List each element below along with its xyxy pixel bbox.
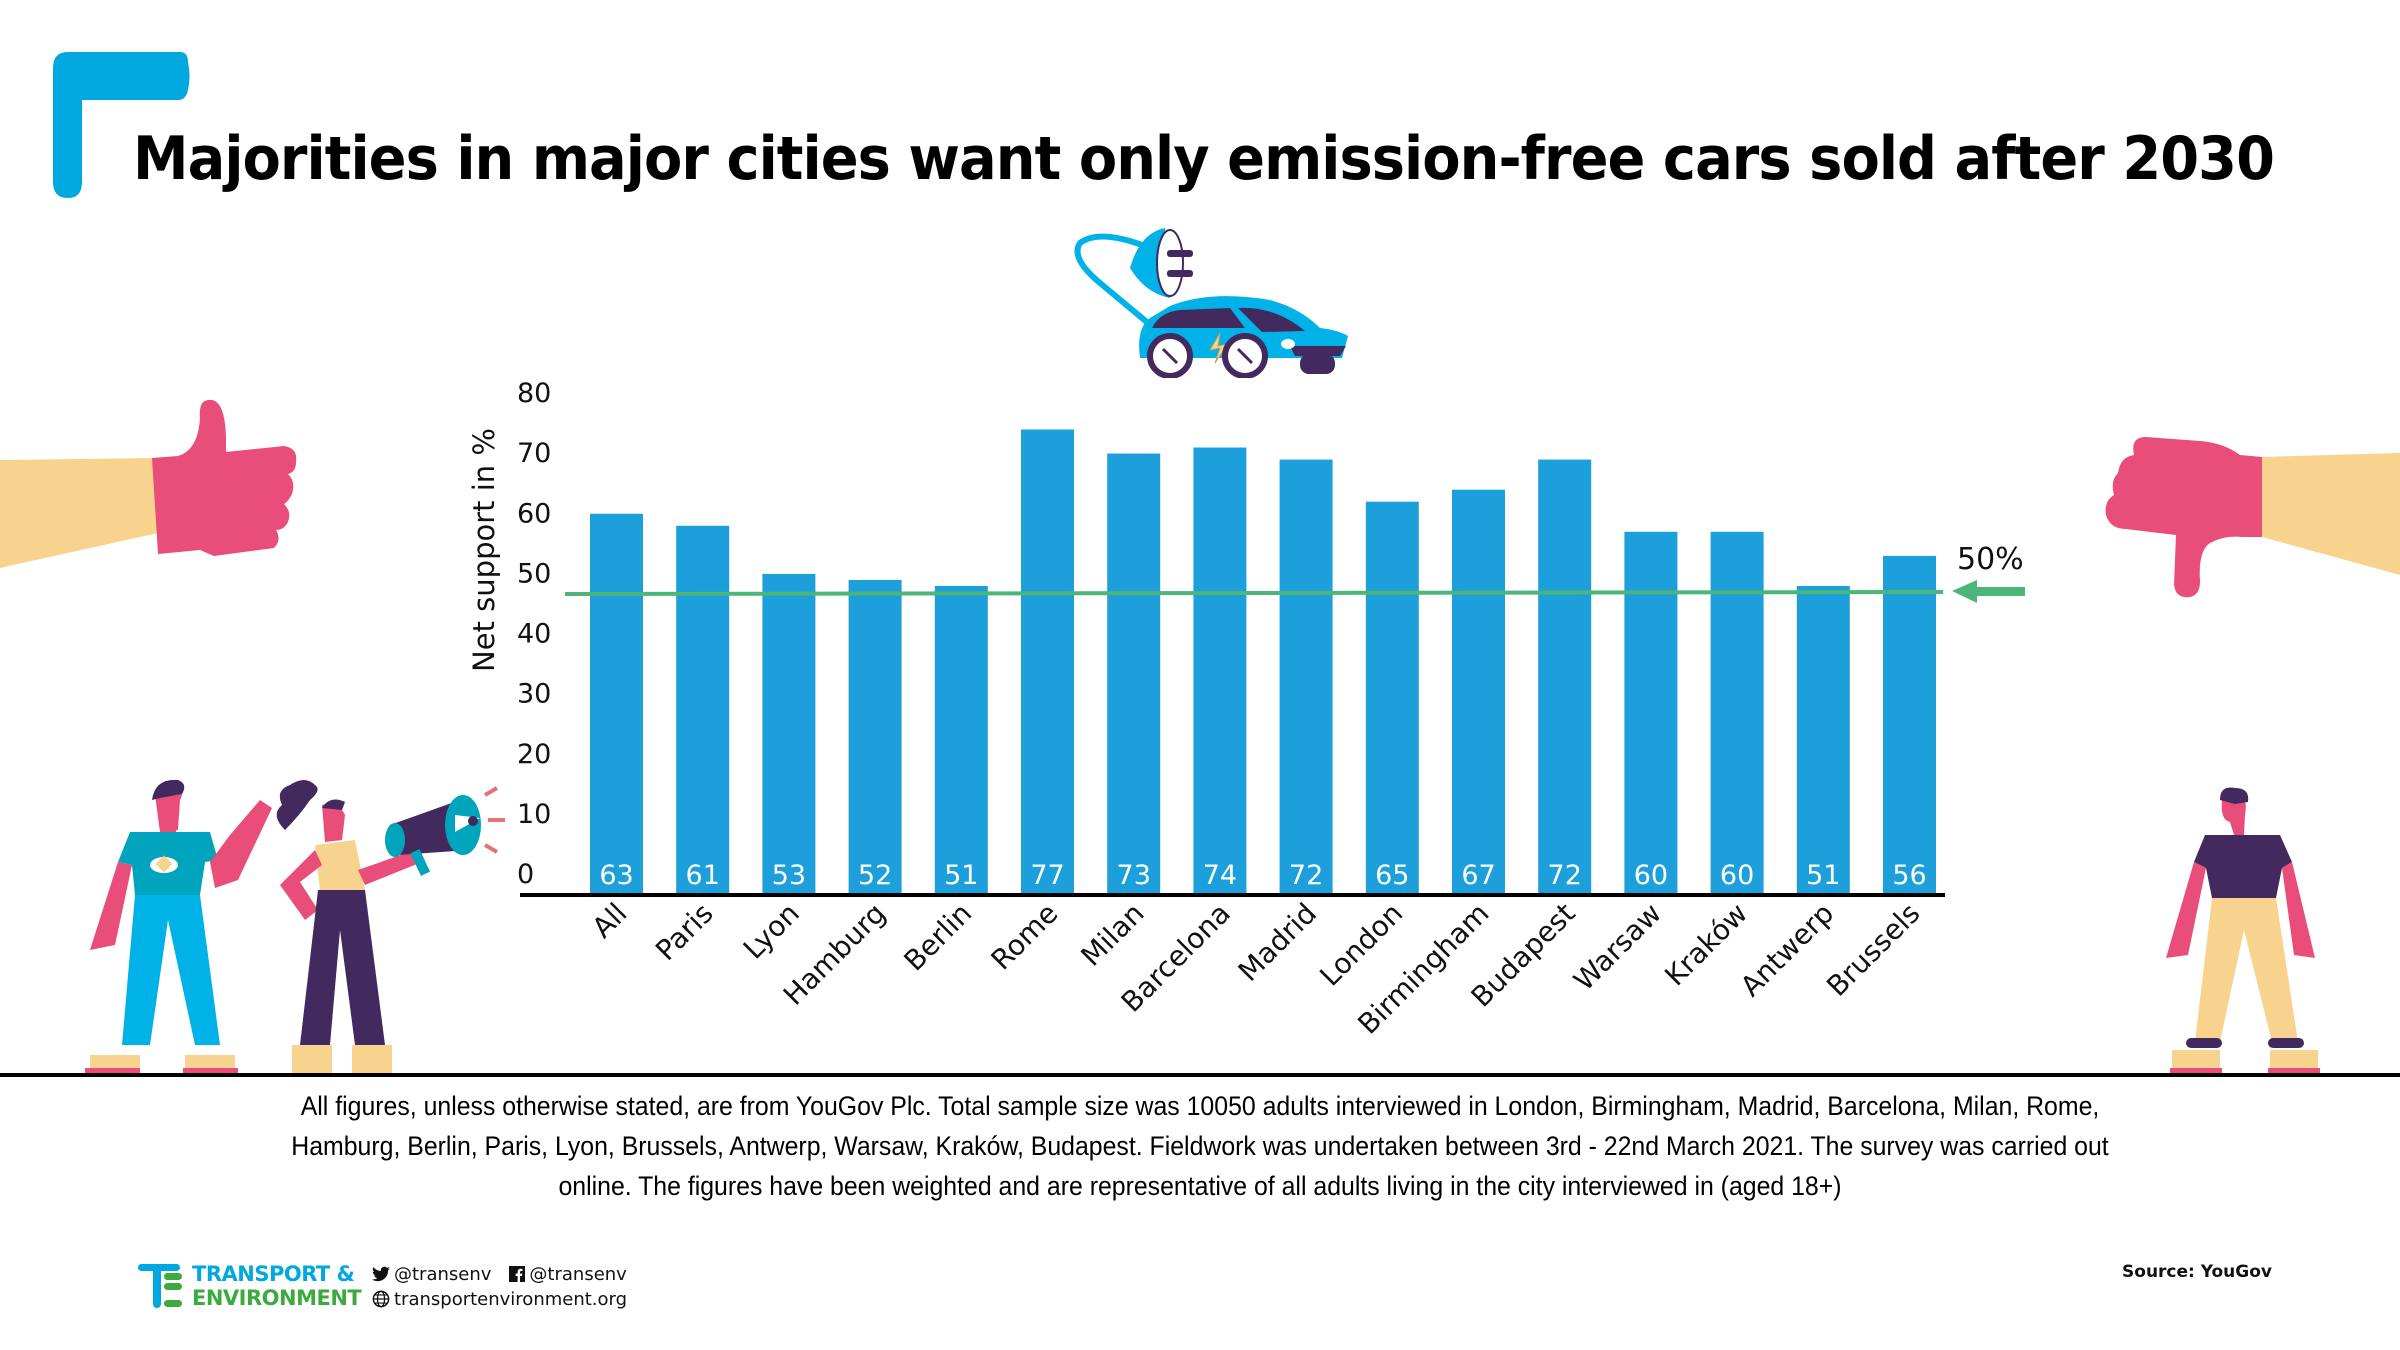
x-category-label: Milan	[1075, 897, 1151, 973]
bar-budapest	[1538, 459, 1592, 893]
electric-car-icon	[1074, 228, 1348, 378]
bar-value-label: 63	[599, 860, 633, 891]
bar-value-label: 56	[1892, 860, 1926, 891]
y-tick-label: 0	[517, 859, 534, 890]
x-category-label: Lyon	[737, 897, 806, 966]
twitter-handle[interactable]: @transenv	[394, 1263, 492, 1285]
bar-value-label: 51	[1806, 860, 1840, 891]
bar-antwerp	[1796, 585, 1850, 893]
y-tick-label: 50	[517, 558, 551, 589]
bar-hamburg	[848, 579, 902, 893]
bar-brussels	[1883, 555, 1936, 893]
footnote: All figures, unless otherwise stated, ar…	[234, 1086, 2166, 1206]
bar-value-label: 77	[1030, 860, 1064, 891]
bar-paris	[676, 525, 730, 893]
bar-value-label: 74	[1203, 860, 1237, 891]
standing-person-illustration	[2166, 787, 2320, 1076]
bar-madrid	[1279, 459, 1333, 893]
bar-value-label: 67	[1461, 860, 1495, 891]
y-axis-label: Net support in %	[467, 428, 501, 672]
bar-milan	[1107, 453, 1161, 893]
bar-value-label: 61	[686, 860, 720, 891]
bar-value-label: 53	[772, 860, 806, 891]
te-logo-icon	[138, 1264, 182, 1308]
y-tick-label: 70	[517, 438, 551, 469]
x-category-label: All	[586, 897, 634, 945]
x-category-label: Brussels	[1820, 897, 1926, 1003]
twitter-icon	[372, 1266, 390, 1282]
footnote-line: online. The figures have been weighted a…	[558, 1171, 1842, 1201]
footnote-line: All figures, unless otherwise stated, ar…	[300, 1091, 2100, 1121]
source-note: Source: YouGov	[2122, 1262, 2272, 1282]
facebook-handle[interactable]: @transenv	[529, 1263, 627, 1285]
y-tick-label: 30	[517, 679, 551, 710]
bar-lyon	[762, 573, 816, 893]
y-tick-label: 60	[517, 498, 551, 529]
bar-value-label: 51	[944, 860, 978, 891]
thumbs-down-icon	[2105, 437, 2400, 598]
bar-value-label: 72	[1548, 860, 1582, 891]
facebook-icon	[509, 1266, 526, 1282]
reference-line-50	[564, 590, 1944, 596]
bar-value-label: 52	[858, 860, 892, 891]
bar-kraków	[1710, 531, 1764, 893]
reference-line-label: 50%	[1957, 542, 2024, 577]
y-tick-label: 20	[517, 739, 551, 770]
bar-value-label: 72	[1289, 860, 1323, 891]
page-title: Majorities in major cities want only emi…	[133, 124, 2275, 194]
bar-value-label: 65	[1375, 860, 1409, 891]
brand-name-line2: ENVIRONMENT	[192, 1286, 362, 1310]
globe-icon	[372, 1290, 390, 1308]
x-category-label: Rome	[985, 897, 1065, 977]
bar-value-label: 60	[1634, 860, 1668, 891]
bar-all	[590, 513, 643, 893]
bar-birmingham	[1452, 489, 1505, 893]
brand-logo: TRANSPORT & ENVIRONMENT	[138, 1262, 362, 1310]
reference-arrow-icon	[1952, 580, 2025, 603]
bar-london	[1365, 501, 1419, 893]
social-links: @transenv @transenv transportenvironment…	[372, 1262, 627, 1312]
footnote-line: Hamburg, Berlin, Paris, Lyon, Brussels, …	[291, 1131, 2109, 1161]
bar-value-label: 60	[1720, 860, 1754, 891]
ground-divider	[0, 1073, 2400, 1077]
bar-rome	[1021, 429, 1074, 893]
bar-barcelona	[1193, 447, 1247, 893]
brand-name-line1: TRANSPORT &	[192, 1262, 355, 1286]
x-category-label: Antwerp	[1734, 897, 1840, 1003]
x-category-label: Warsaw	[1567, 897, 1668, 998]
x-category-label: Paris	[649, 897, 719, 967]
y-tick-label: 80	[517, 378, 551, 409]
people-megaphone-illustration	[85, 779, 505, 1076]
bar-value-label: 73	[1117, 860, 1151, 891]
bar-berlin	[934, 585, 988, 893]
x-category-label: Madrid	[1232, 897, 1323, 988]
y-tick-label: 10	[517, 799, 551, 830]
website-link[interactable]: transportenvironment.org	[394, 1288, 628, 1310]
bar-warsaw	[1624, 531, 1678, 893]
y-tick-label: 40	[517, 619, 551, 650]
x-category-label: Berlin	[897, 897, 978, 978]
brand-corner-icon	[53, 52, 190, 198]
thumbs-up-icon	[0, 399, 297, 568]
